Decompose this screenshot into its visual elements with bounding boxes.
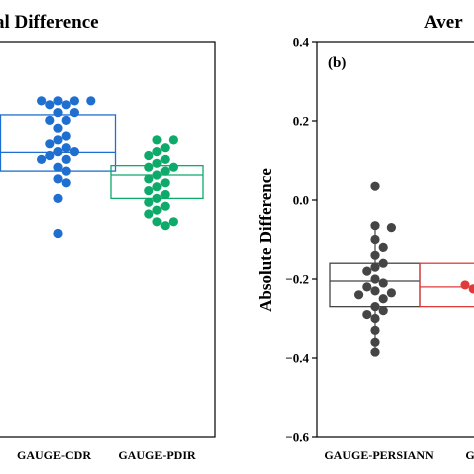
data-point	[61, 166, 71, 176]
data-point	[386, 223, 396, 233]
data-point	[53, 96, 63, 106]
data-point	[468, 284, 474, 294]
data-point	[168, 162, 178, 172]
y-axis-tick-label: 0.2	[293, 114, 309, 129]
panel-a-frame	[0, 41, 216, 438]
data-point	[61, 178, 71, 188]
data-point	[45, 115, 55, 125]
data-point	[362, 282, 372, 292]
data-point	[378, 258, 388, 268]
data-point	[152, 193, 162, 203]
panel-b-y-axis-label: Absolute Difference	[256, 168, 275, 312]
data-point	[370, 337, 380, 347]
data-point	[160, 178, 170, 188]
data-point	[37, 96, 47, 106]
data-point	[144, 209, 154, 219]
data-point	[378, 294, 388, 304]
panel-b: Aver Absolute Difference (b) 0.4 0.2 0.0 −0…	[256, 12, 474, 462]
data-point	[152, 147, 162, 157]
data-point	[370, 347, 380, 357]
data-point	[160, 221, 170, 231]
data-point	[61, 143, 71, 153]
data-point	[160, 154, 170, 164]
data-point	[370, 234, 380, 245]
data-point	[45, 150, 55, 161]
y-axis-tick-label: −0.2	[285, 272, 309, 287]
data-point	[168, 135, 178, 145]
data-point	[144, 174, 154, 184]
panel-b-plot-area	[329, 181, 474, 357]
y-axis-tick-label: −0.4	[285, 351, 309, 366]
panel-a-title: al Difference	[0, 12, 99, 33]
data-point	[144, 186, 154, 196]
data-point	[370, 250, 380, 260]
data-point	[386, 288, 396, 298]
data-point	[37, 154, 47, 164]
y-axis-tick-label: 0.4	[293, 35, 310, 50]
data-point	[144, 162, 154, 172]
panel-b-category-label: GAUGE-PERSIANN	[324, 448, 434, 462]
data-point	[61, 154, 71, 164]
data-point	[152, 158, 162, 168]
panel-a: al Difference GAUGE-CDR GAUGE-PDIR	[0, 12, 216, 462]
data-point	[53, 147, 63, 157]
data-point	[152, 135, 162, 145]
data-point	[378, 242, 388, 252]
data-point	[53, 228, 63, 239]
data-point	[370, 221, 380, 231]
y-axis-tick-label: 0.0	[293, 193, 309, 208]
data-point	[362, 266, 372, 276]
data-point	[160, 143, 170, 153]
data-point	[160, 166, 170, 176]
data-point	[61, 115, 71, 125]
panel-b-category-label: G	[465, 448, 474, 462]
data-point	[53, 135, 63, 145]
data-point	[370, 262, 380, 272]
data-point	[354, 290, 364, 300]
panel-b-label: (b)	[328, 55, 346, 71]
data-point	[362, 309, 372, 320]
data-point	[370, 313, 380, 324]
box-iqr	[419, 262, 474, 308]
data-point	[45, 100, 55, 110]
panel-b-frame	[316, 41, 474, 438]
data-point	[370, 286, 380, 296]
data-point	[460, 280, 470, 290]
panel-a-category-label: GAUGE-PDIR	[118, 448, 196, 462]
data-point	[86, 96, 96, 106]
data-point	[144, 150, 154, 161]
panel-b-y-axis: 0.4 0.2 0.0 −0.2 −0.4 −0.6	[285, 35, 317, 445]
data-point	[378, 306, 388, 316]
panel-a-plot-area	[0, 96, 204, 239]
data-point	[45, 139, 55, 149]
y-axis-tick-label: −0.6	[285, 430, 309, 445]
data-point	[53, 108, 63, 118]
data-point	[370, 325, 380, 335]
data-point	[370, 302, 380, 312]
data-point	[53, 193, 63, 203]
data-point	[152, 205, 162, 215]
data-point	[69, 108, 79, 118]
data-point	[152, 182, 162, 192]
panel-b-title: Aver	[424, 12, 463, 33]
data-point	[69, 96, 79, 106]
data-point	[144, 197, 154, 207]
data-point	[53, 174, 63, 184]
data-point	[53, 162, 63, 172]
data-point	[370, 274, 380, 284]
data-point	[69, 147, 79, 157]
data-point	[61, 100, 71, 110]
data-point	[378, 278, 388, 288]
data-point	[53, 123, 63, 133]
data-point	[152, 217, 162, 227]
panel-a-category-label: GAUGE-CDR	[17, 448, 91, 462]
data-point	[168, 217, 178, 227]
data-point	[61, 131, 71, 141]
data-point	[160, 189, 170, 200]
data-point	[370, 181, 380, 191]
data-point	[152, 170, 162, 180]
data-point	[160, 201, 170, 211]
